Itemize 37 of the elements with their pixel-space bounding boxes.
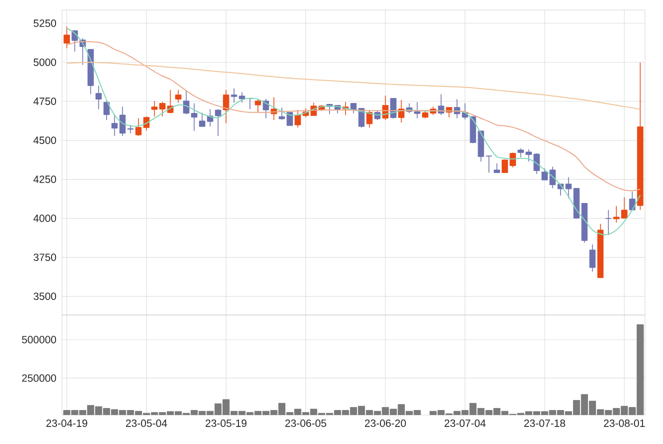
candlestick [96, 85, 102, 110]
line-series [66, 28, 641, 236]
candlestick [629, 191, 636, 210]
y-tick-label: 4000 [33, 214, 56, 222]
candlestick [438, 94, 444, 116]
candlestick [230, 88, 238, 104]
candlestick [254, 98, 262, 114]
x-tick-label: 23-04-19 [46, 420, 88, 427]
y-tick-label: 3750 [34, 254, 56, 261]
candlestick [175, 89, 182, 104]
candlestick [222, 89, 230, 124]
candlestick [390, 98, 396, 119]
candlestick [366, 110, 373, 128]
x-tick-label: 23-08-01 [604, 420, 645, 427]
x-tick-label: 23-07-18 [524, 420, 566, 427]
y-tick-label: 500000 [22, 336, 56, 344]
x-tick-label: 23-06-20 [364, 420, 406, 427]
x-tick-label: 23-06-05 [285, 420, 326, 427]
candlestick [589, 244, 596, 272]
candlestick [494, 162, 500, 174]
candlestick [605, 210, 612, 236]
y-tick-label: 3500 [34, 292, 56, 300]
y-tick-label: 250000 [22, 374, 56, 382]
y-tick-label: 4750 [33, 98, 56, 105]
y-tick-label: 5000 [34, 58, 56, 66]
candlestick [64, 26, 70, 49]
candlestick [398, 100, 404, 124]
x-tick-label: 23-05-19 [206, 420, 246, 427]
candlestick [238, 92, 246, 104]
y-tick-label: 4500 [33, 136, 56, 144]
x-tick-label: 23-07-04 [444, 420, 486, 427]
x-tick-label: 23-05-04 [126, 420, 168, 427]
y-tick-label: 5250 [34, 20, 56, 27]
line-series [66, 41, 641, 192]
line-series [66, 62, 641, 110]
y-tick-label: 4250 [33, 176, 56, 183]
candlestick [103, 100, 110, 120]
